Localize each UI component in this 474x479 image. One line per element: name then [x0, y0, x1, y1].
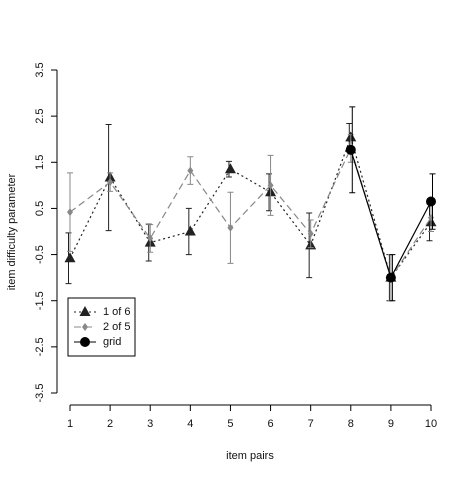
data-point [307, 229, 314, 238]
data-point [267, 181, 274, 190]
legend-label: 1 of 6 [103, 306, 131, 318]
data-point [224, 163, 236, 174]
y-tick-label: 0.5 [34, 201, 46, 216]
y-tick-label: 1.5 [34, 155, 46, 170]
data-point [227, 223, 234, 232]
data-point [345, 144, 356, 155]
data-point [107, 178, 114, 187]
y-tick-label: -1.5 [34, 291, 46, 310]
data-point [147, 234, 154, 243]
data-point [184, 225, 196, 236]
data-point [426, 196, 436, 207]
x-tick-label: 7 [308, 418, 314, 430]
data-point [187, 166, 194, 175]
legend-label: grid [103, 336, 121, 348]
data-point [64, 252, 76, 263]
y-axis-label: item difficulty parameter [6, 173, 18, 290]
y-tick-label: -2.5 [34, 337, 46, 356]
x-tick-label: 9 [388, 418, 394, 430]
x-tick-label: 8 [348, 418, 354, 430]
data-point [67, 208, 73, 217]
legend-label: 2 of 5 [103, 321, 131, 333]
x-tick-label: 1 [67, 418, 73, 430]
x-tick-label: 2 [107, 418, 113, 430]
y-tick-label: 3.5 [34, 62, 46, 77]
y-tick-label: -0.5 [34, 245, 46, 264]
x-tick-label: 6 [267, 418, 273, 430]
series-line [69, 135, 432, 279]
y-tick-label: 2.5 [34, 108, 46, 123]
y-tick-label: -3.5 [34, 384, 46, 403]
x-tick-label: 5 [227, 418, 233, 430]
legend-marker [80, 337, 90, 347]
legend-marker [79, 306, 91, 316]
x-tick-label: 4 [187, 418, 193, 430]
x-tick-label: 3 [147, 418, 153, 430]
legend-marker [82, 323, 88, 331]
x-axis-label: item pairs [226, 450, 274, 462]
x-tick-label: 10 [425, 418, 437, 430]
data-point [385, 272, 396, 283]
